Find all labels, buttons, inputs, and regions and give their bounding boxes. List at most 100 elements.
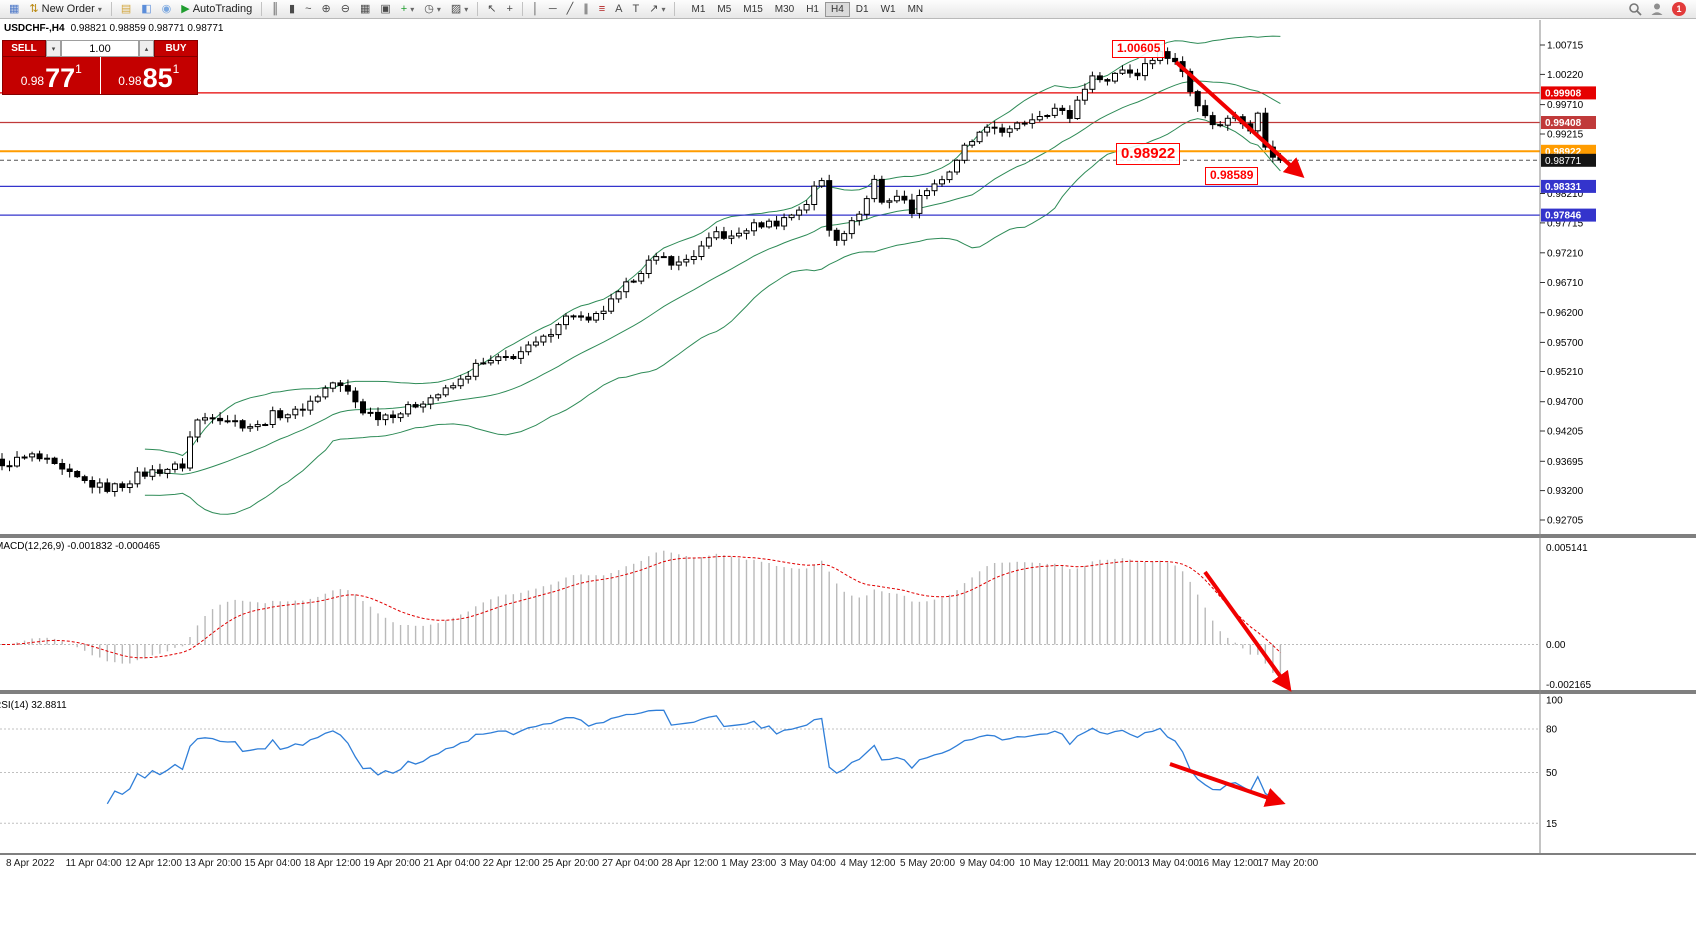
price-scale-tick: 0.95700 bbox=[1547, 338, 1584, 349]
trendline-icon[interactable]: ╱ bbox=[562, 1, 579, 18]
time-label: 18 Apr 12:00 bbox=[304, 858, 361, 869]
indicators-icon[interactable]: + ▾ bbox=[396, 1, 419, 18]
zoom-out-icon[interactable]: ⊖ bbox=[336, 1, 355, 18]
arrows-icon[interactable]: ↗ ▾ bbox=[644, 1, 670, 18]
chart-window-icon[interactable]: ▦ bbox=[4, 1, 24, 18]
timeframe-h4[interactable]: H4 bbox=[825, 1, 850, 17]
candle-bull bbox=[683, 258, 690, 263]
candle-bull bbox=[194, 419, 201, 438]
signals-icon[interactable]: ◉ bbox=[157, 1, 177, 18]
candle-bull bbox=[292, 408, 299, 416]
timeframe-h1[interactable]: H1 bbox=[806, 3, 819, 15]
autotrading-button-glyph: ▶ bbox=[181, 2, 190, 15]
candle-bull bbox=[472, 362, 479, 377]
vertical-line-icon[interactable]: │ bbox=[527, 1, 544, 18]
cascade-windows-icon[interactable]: ▣ bbox=[375, 1, 395, 18]
timeframe-m1[interactable]: M1 bbox=[691, 3, 706, 15]
templates-icon[interactable]: ▨ ▾ bbox=[446, 1, 473, 18]
candle-bull bbox=[307, 400, 314, 411]
candle-bull bbox=[442, 387, 449, 396]
candle-bull bbox=[525, 344, 532, 353]
fibonacci-icon[interactable]: ≡ bbox=[594, 1, 610, 18]
candlestick-chart-icon[interactable]: ▮ bbox=[284, 1, 300, 18]
text-icon[interactable]: A bbox=[610, 1, 627, 18]
volume-decrease-button[interactable]: ▾ bbox=[46, 40, 61, 57]
search-icon[interactable] bbox=[1628, 2, 1642, 16]
volume-input[interactable] bbox=[61, 40, 139, 57]
panel-separators[interactable] bbox=[0, 20, 1696, 855]
macd-panel: MACD(12,26,9) -0.001832 -0.000465 0.00514… bbox=[0, 541, 1591, 691]
timeframe-w1[interactable]: W1 bbox=[880, 3, 896, 15]
price-annotation[interactable]: 0.98922 bbox=[1116, 143, 1181, 165]
autotrading-button-label: AutoTrading bbox=[192, 3, 253, 15]
candle-bull bbox=[187, 436, 193, 469]
trend-arrow[interactable] bbox=[1174, 60, 1305, 179]
candle-bull bbox=[608, 298, 615, 312]
text-label-icon[interactable]: T bbox=[628, 1, 645, 18]
volume-increase-button[interactable]: ▴ bbox=[139, 40, 154, 57]
periods-icon[interactable]: ◷ ▾ bbox=[419, 1, 446, 18]
trade-panel-prices: 0.98 77 1 0.98 85 1 bbox=[2, 57, 198, 95]
crosshair-icon[interactable]: + bbox=[502, 1, 518, 18]
time-label: 5 May 20:00 bbox=[900, 858, 955, 869]
tile-windows-icon[interactable]: ▦ bbox=[355, 1, 375, 18]
line-chart-icon[interactable]: ~ bbox=[300, 1, 316, 18]
metaeditor-icon[interactable]: ▤ bbox=[116, 1, 136, 18]
bar-chart-icon[interactable]: ║ bbox=[266, 1, 284, 18]
sell-button[interactable]: SELL bbox=[2, 40, 46, 57]
candle-bull bbox=[931, 183, 938, 192]
macd-scale-zero: 0.00 bbox=[1546, 640, 1566, 651]
candle-bear bbox=[991, 126, 998, 129]
bar-chart-icon-glyph: ║ bbox=[271, 2, 280, 15]
candle-bear bbox=[104, 482, 111, 492]
new-order-button[interactable]: ⇅ New Order ▾ bbox=[24, 1, 106, 18]
trend-arrow[interactable] bbox=[1169, 762, 1286, 807]
candle-bear bbox=[1172, 57, 1179, 63]
rsi-panel: RSI(14) 32.8811 100 80 50 15 bbox=[0, 696, 1563, 830]
sell-price-prefix: 0.98 bbox=[20, 74, 45, 89]
market-icon[interactable]: ◧ bbox=[136, 1, 156, 18]
panel-separator[interactable] bbox=[0, 853, 1696, 855]
price-levels[interactable] bbox=[0, 92, 1540, 216]
zoom-in-icon[interactable]: ⊕ bbox=[317, 1, 336, 18]
chart-window-icon-glyph: ▦ bbox=[9, 2, 20, 15]
indicators-icon-glyph: + bbox=[400, 2, 408, 15]
horizontal-line-icon[interactable]: ─ bbox=[544, 1, 562, 18]
sell-price[interactable]: 0.98 77 1 bbox=[3, 57, 100, 94]
price-scale-tick: 0.92705 bbox=[1547, 516, 1584, 527]
trend-arrows[interactable] bbox=[1169, 60, 1305, 807]
candle-bull bbox=[1224, 117, 1231, 126]
candle-bear bbox=[179, 463, 186, 469]
candle-bull bbox=[841, 233, 848, 241]
trend-arrow[interactable] bbox=[1203, 570, 1292, 692]
candle-bull bbox=[495, 356, 502, 361]
panel-separator[interactable] bbox=[0, 534, 1696, 538]
metaeditor-icon-glyph: ▤ bbox=[120, 2, 132, 15]
user-account-icon[interactable] bbox=[1650, 2, 1664, 16]
candle-bull bbox=[961, 144, 968, 161]
timeframe-m30[interactable]: M30 bbox=[774, 3, 795, 15]
toolbar-separator bbox=[521, 2, 523, 16]
panel-separator[interactable] bbox=[0, 690, 1696, 694]
trade-panel-controls: SELL ▾ ▴ BUY bbox=[2, 40, 198, 57]
price-scale[interactable]: 1.00715 1.00220 0.99710 0.99215 0.98210 0.977… bbox=[1540, 41, 1596, 527]
candle-bear bbox=[224, 420, 231, 423]
bollinger-upper-band bbox=[144, 35, 1281, 457]
price-annotation[interactable]: 0.98589 bbox=[1205, 167, 1259, 185]
notifications-badge[interactable]: 1 bbox=[1672, 2, 1686, 16]
cursor-icon[interactable]: ↖ bbox=[482, 1, 501, 18]
timeframe-m15[interactable]: M15 bbox=[743, 3, 763, 15]
candle-bull bbox=[540, 335, 547, 343]
time-axis[interactable]: 8 Apr 2022 11 Apr 04:00 12 Apr 12:00 13 Apr… bbox=[6, 858, 1319, 869]
channel-icon[interactable]: ∥ bbox=[578, 1, 594, 18]
buy-button[interactable]: BUY bbox=[154, 40, 198, 57]
price-annotation[interactable]: 1.00605 bbox=[1112, 40, 1166, 58]
timeframe-d1[interactable]: D1 bbox=[855, 3, 869, 15]
timeframe-mn[interactable]: MN bbox=[907, 3, 924, 15]
buy-price[interactable]: 0.98 85 1 bbox=[101, 57, 198, 94]
candle-bull bbox=[1149, 59, 1156, 65]
autotrading-button[interactable]: ▶ AutoTrading bbox=[176, 1, 257, 18]
timeframe-m5[interactable]: M5 bbox=[717, 3, 732, 15]
rsi-scale-tick: 100 bbox=[1546, 696, 1563, 707]
